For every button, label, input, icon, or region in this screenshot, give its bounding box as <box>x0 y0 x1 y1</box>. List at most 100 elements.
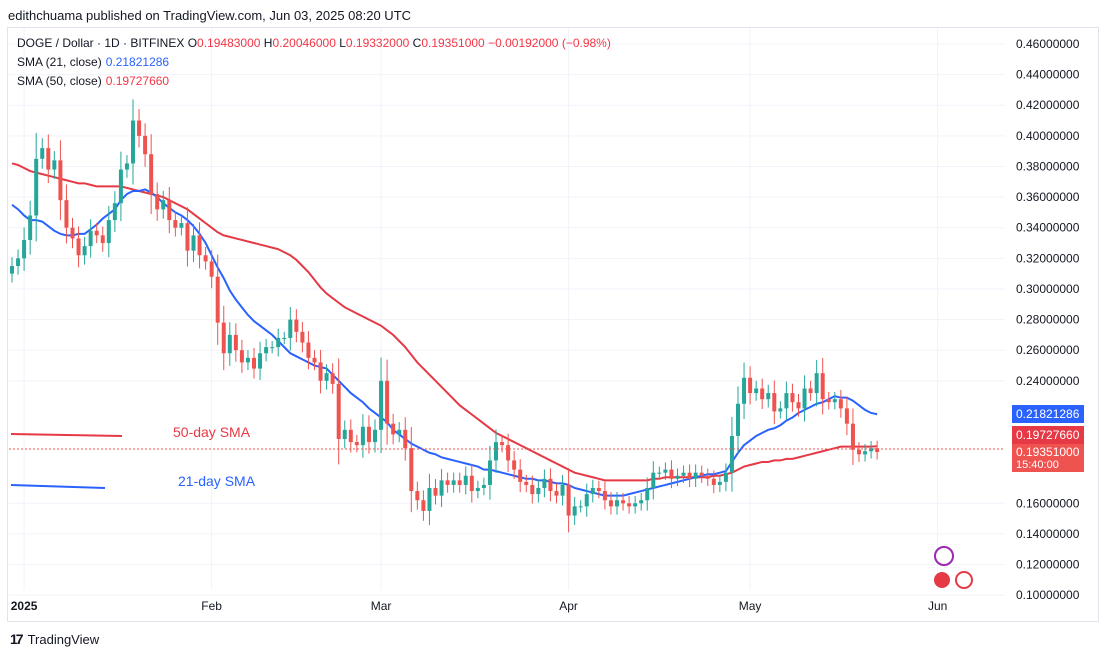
candle-body <box>602 491 607 501</box>
close-value: 0.19351000 <box>421 36 485 50</box>
high-value: 0.20046000 <box>272 36 336 50</box>
candle-body <box>124 163 129 170</box>
candle-body <box>875 448 880 453</box>
flag-icon <box>934 572 950 588</box>
countdown-badge: 15:40:00 <box>1012 459 1084 472</box>
candle-body <box>379 380 384 430</box>
brand-name[interactable]: TradingView <box>27 631 100 647</box>
candle-body <box>784 393 789 409</box>
candle-body <box>633 503 638 507</box>
candle-body <box>366 426 371 443</box>
x-tick-label: 2025 <box>11 599 38 613</box>
y-tick-label: 0.46000000 <box>1016 37 1080 51</box>
symbol-title[interactable]: DOGE / Dollar · 1D · BITFINEX <box>17 36 185 50</box>
y-tick-label: 0.44000000 <box>1016 68 1080 82</box>
candle-body <box>312 357 317 363</box>
candle-body <box>500 442 505 446</box>
widget-icons[interactable] <box>934 546 973 589</box>
candle-body <box>627 503 632 507</box>
annotation-line-sma50 <box>10 433 123 437</box>
ohlc-row: DOGE / Dollar · 1D · BITFINEX O0.1948300… <box>17 34 611 53</box>
candle-body <box>717 481 722 485</box>
candle-body <box>288 319 293 338</box>
candle-body <box>149 154 154 195</box>
candle-body <box>131 120 135 164</box>
flag-icon-2 <box>955 571 973 589</box>
candle-body <box>342 429 347 439</box>
candle-body <box>155 194 160 210</box>
candle-body <box>239 350 244 363</box>
sma21-value: 0.21821286 <box>105 55 170 69</box>
candle-body <box>808 388 813 394</box>
y-tick-label: 0.12000000 <box>1016 558 1080 572</box>
y-tick-label: 0.38000000 <box>1016 159 1080 173</box>
candle-body <box>778 408 783 412</box>
candle-body <box>64 200 69 228</box>
candle-body <box>445 480 450 485</box>
candle-body <box>106 220 111 244</box>
candle-body <box>578 506 583 508</box>
candle-body <box>711 478 716 485</box>
candle-body <box>28 215 33 240</box>
candle-body <box>596 487 601 492</box>
candle-body <box>657 472 662 474</box>
candle-body <box>518 469 523 482</box>
y-tick-label: 0.14000000 <box>1016 527 1080 541</box>
candle-body <box>221 322 226 354</box>
candle-body <box>451 480 456 485</box>
high-label: H <box>263 36 273 50</box>
candle-body <box>360 426 365 446</box>
candle-body <box>475 487 480 492</box>
candle-body <box>608 500 613 507</box>
candle-body <box>143 135 148 155</box>
candle-body <box>705 475 710 479</box>
candle-body <box>40 148 45 159</box>
tradingview-logo-icon[interactable]: 17 <box>10 631 24 647</box>
candle-body <box>439 480 444 496</box>
last-price-badge: 0.19351000 <box>1012 444 1084 460</box>
candle-body <box>742 377 747 404</box>
candle-body <box>330 373 335 384</box>
candle-body <box>699 472 704 476</box>
candle-body <box>348 429 353 443</box>
y-tick-label: 0.32000000 <box>1016 251 1080 265</box>
candle-body <box>137 120 142 136</box>
sma50-row[interactable]: SMA (50, close) 0.19727660 <box>17 72 611 91</box>
candle-body <box>385 380 390 424</box>
candle-body <box>681 472 686 476</box>
candle-body <box>282 337 287 339</box>
candle-body <box>10 265 14 274</box>
candle-body <box>173 220 178 228</box>
candle-body <box>88 230 93 247</box>
y-tick-label: 0.34000000 <box>1016 221 1080 235</box>
candle-body <box>723 472 728 482</box>
candle-body <box>22 239 27 259</box>
chart-frame[interactable] <box>7 27 1099 622</box>
candle-body <box>227 334 232 354</box>
candle-body <box>16 258 21 266</box>
candle-body <box>245 357 250 363</box>
candle-body <box>826 399 831 403</box>
candle-body <box>663 469 668 473</box>
price-axis: 0.46000000 0.44000000 0.42000000 0.40000000… <box>1016 37 1080 602</box>
open-label: O <box>187 36 198 50</box>
candle-body <box>100 235 105 244</box>
y-tick-label: 0.28000000 <box>1016 313 1080 327</box>
sma21-price-badge: 0.21821286 <box>1012 405 1084 423</box>
time-axis: 2025 Feb Mar Apr May Jun <box>11 599 948 613</box>
candle-body <box>191 235 196 251</box>
candle-body <box>687 472 692 479</box>
candle-body <box>112 203 117 221</box>
candle-body <box>566 484 571 516</box>
x-tick-label: May <box>739 599 762 613</box>
candle-body <box>70 227 75 239</box>
sma50-price-badge: 0.19727660 <box>1012 426 1084 444</box>
candle-body <box>167 200 172 221</box>
candle-body <box>264 347 269 354</box>
candle-body <box>584 494 589 507</box>
candle-body <box>318 362 323 381</box>
candle-body <box>802 388 807 409</box>
sma21-row[interactable]: SMA (21, close) 0.21821286 <box>17 53 611 72</box>
sma21-line <box>11 188 878 497</box>
